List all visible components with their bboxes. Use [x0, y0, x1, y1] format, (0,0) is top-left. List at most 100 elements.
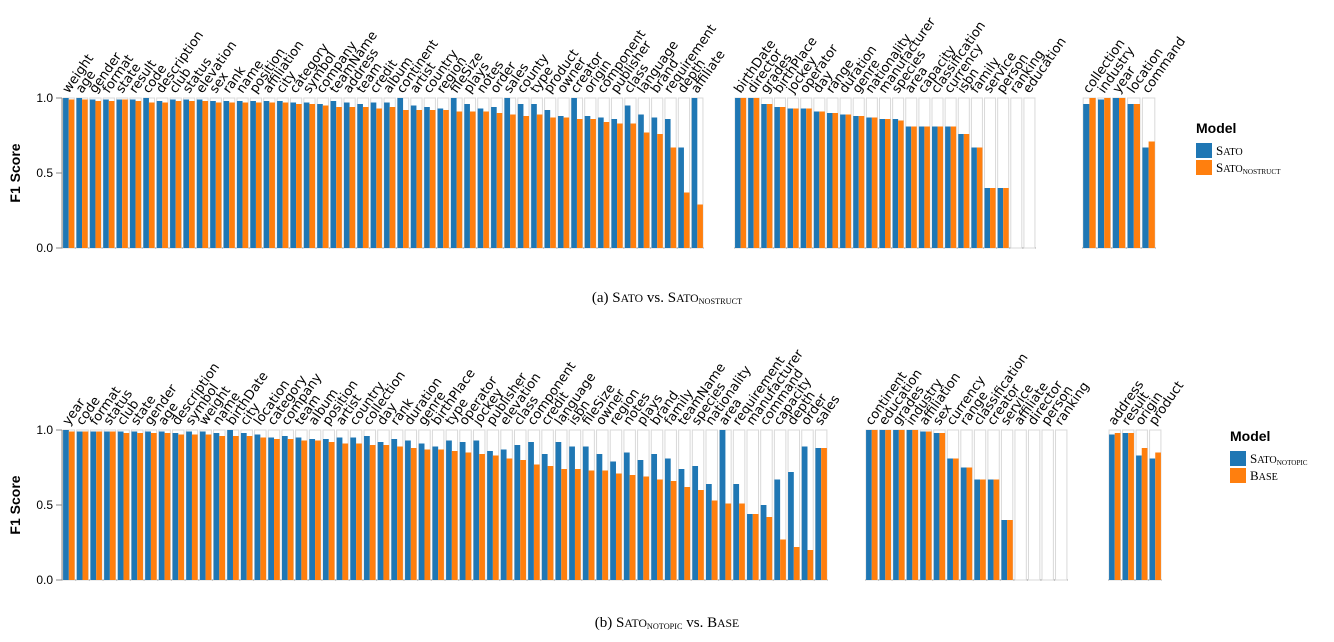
bar-series-b [871, 117, 878, 248]
y-axis-title: F1 Score [7, 475, 23, 534]
bar-series-a [866, 430, 872, 580]
bar-series-a [117, 431, 124, 580]
bar-series-a [210, 101, 216, 248]
bar-series-a [63, 98, 69, 248]
bar-series-b [588, 470, 595, 580]
bar-series-a [263, 101, 270, 248]
bar-series-b [492, 455, 499, 580]
bar-series-b [397, 446, 403, 580]
bar-series-a [651, 117, 658, 248]
bar-series-a [432, 446, 439, 580]
bar-series-a [364, 436, 370, 580]
bar-series-b [630, 123, 637, 248]
bar-series-a [664, 458, 671, 580]
bar-series-b [533, 464, 540, 580]
bar-series-b [779, 107, 786, 248]
bar-series-b [1089, 98, 1096, 248]
bar-series-a [932, 126, 938, 248]
bar-series-b [82, 431, 89, 580]
bar-series-b [162, 102, 168, 248]
bar-series-a [611, 119, 618, 248]
bar-series-b [137, 433, 143, 580]
bar-series-b [191, 434, 198, 580]
bar-series-b [1003, 188, 1009, 248]
bar-series-a [748, 98, 754, 248]
bar-series-b [520, 460, 526, 580]
bar-series-a [227, 430, 233, 580]
bar-series-b [403, 110, 409, 248]
bar-series-b [574, 469, 581, 580]
bar-series-b [711, 500, 718, 580]
bar-series-a [186, 431, 192, 580]
y-tick-label: 0.0 [36, 241, 53, 255]
bar-series-a [473, 440, 480, 580]
bar-series-a [172, 433, 179, 580]
bar-series-b [255, 102, 262, 248]
bar-series-b [135, 101, 142, 248]
bar-series-a [879, 119, 885, 248]
bar-series-a [199, 431, 206, 580]
legend-title: Model [1230, 428, 1270, 444]
bar-series-b [175, 101, 182, 248]
bar-series-b [122, 99, 128, 248]
bar-series-a [596, 454, 603, 580]
bar-series-a [76, 98, 83, 248]
bar-series-a [350, 437, 357, 580]
bar-series-b [205, 434, 212, 580]
bar-series-b [911, 126, 917, 248]
bar-series-b [68, 99, 75, 248]
bar-series-a [974, 479, 981, 580]
bar-series-a [866, 117, 872, 248]
bar-series-b [629, 475, 636, 580]
bar-series-b [740, 98, 747, 248]
bar-series-b [424, 449, 431, 580]
bar-series-b [416, 110, 423, 248]
bar-series-a [290, 102, 297, 248]
bar-background [1014, 429, 1027, 581]
legend-swatch [1196, 160, 1212, 175]
bar-series-a [477, 108, 484, 248]
bar-series-a [103, 99, 109, 248]
bar-series-a [491, 107, 497, 248]
bar-series-b [1133, 104, 1141, 248]
bar-series-b [82, 99, 88, 248]
chart-panel-a: 0.00.51.0F1 Scoreweightagegenderformatst… [7, 15, 1281, 306]
y-axis-title: F1 Score [7, 143, 23, 202]
bar-series-b [766, 104, 773, 248]
bar-series-a [760, 505, 767, 580]
bar-background [1023, 97, 1036, 249]
bar-series-b [561, 469, 568, 580]
bar-series-a [446, 440, 452, 580]
bar-series-a [514, 445, 521, 580]
chart-panel-b: 0.00.51.0F1 Scoreyearcodeformatstatusclu… [7, 347, 1308, 631]
bar-series-b [479, 454, 485, 580]
bar-series-b [912, 430, 919, 580]
bar-series-b [68, 431, 75, 580]
bar-series-a [997, 188, 1004, 248]
bar-series-b [369, 445, 376, 580]
bar-series-b [322, 105, 329, 248]
bar-series-a [987, 479, 994, 580]
bar-series-b [898, 120, 904, 248]
bar-series-a [196, 99, 203, 248]
bar-series-a [213, 433, 220, 580]
bar-series-a [63, 430, 69, 580]
bar-series-b [496, 113, 503, 248]
bar-series-b [643, 132, 650, 248]
bar-series-a [424, 107, 430, 248]
bar-series-a [947, 458, 953, 580]
bar-series-a [584, 116, 591, 248]
bar-series-a [664, 119, 671, 248]
bar-series-b [590, 119, 596, 248]
bar-series-a [651, 454, 658, 580]
bar-series-b [96, 431, 102, 580]
bar-series-b [547, 466, 554, 580]
legend-title: Model [1196, 120, 1236, 136]
bar-series-a [131, 431, 138, 580]
legend-label: SATO [1216, 143, 1243, 158]
bar-series-a [610, 461, 616, 580]
bar-series-a [531, 104, 537, 248]
bar-series-a [774, 107, 780, 248]
